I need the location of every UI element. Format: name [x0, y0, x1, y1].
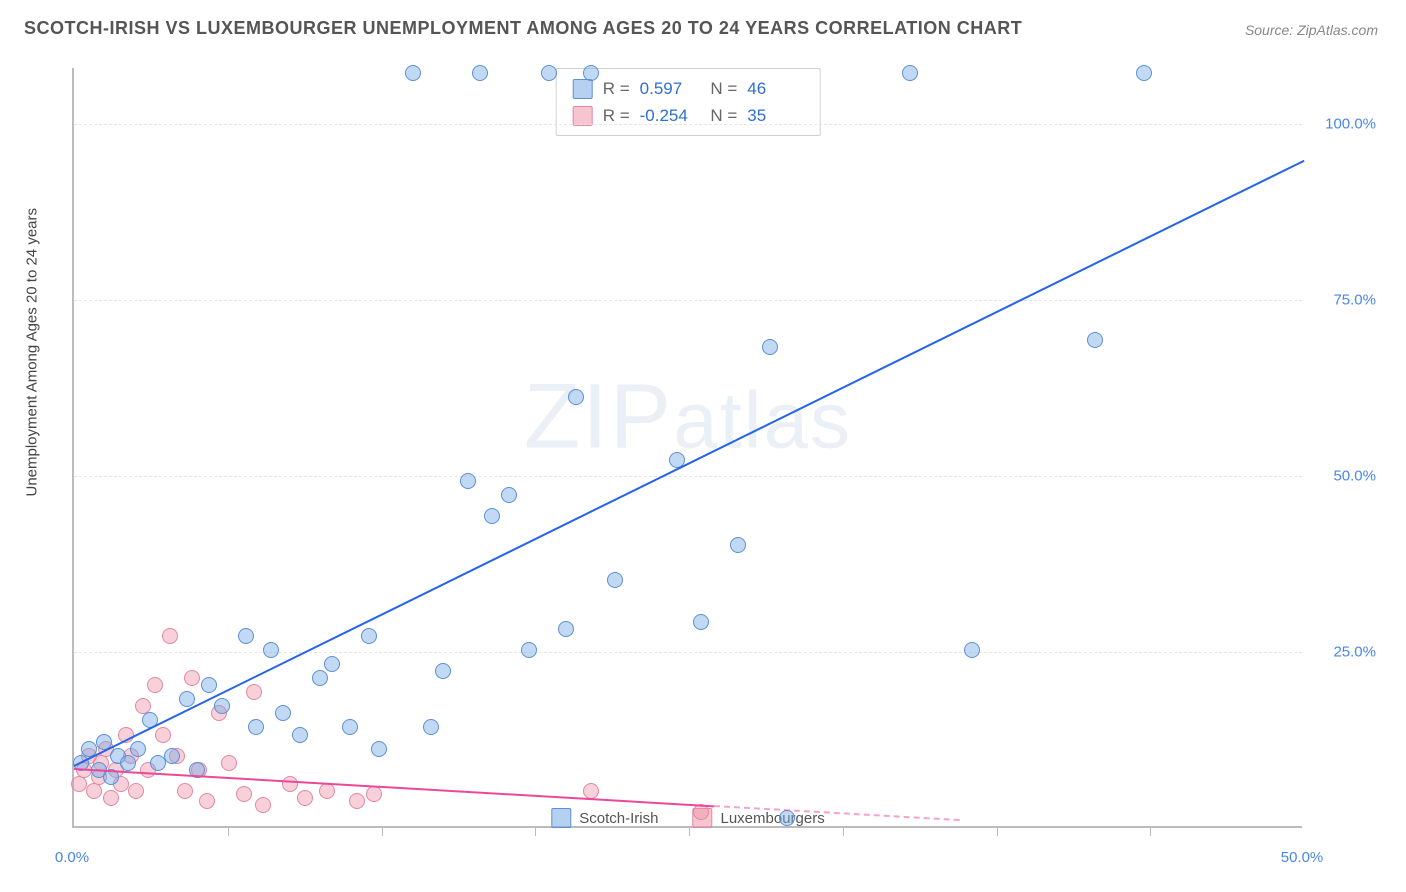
point-scotch-irish	[275, 705, 291, 721]
point-luxembourgers	[155, 727, 171, 743]
point-luxembourgers	[221, 755, 237, 771]
point-scotch-irish	[779, 810, 795, 826]
point-scotch-irish	[484, 508, 500, 524]
xtick-minor	[382, 826, 383, 836]
point-luxembourgers	[162, 628, 178, 644]
legend-label-a: Scotch-Irish	[579, 810, 658, 827]
point-luxembourgers	[236, 786, 252, 802]
point-luxembourgers	[128, 783, 144, 799]
stat-label: R =	[603, 102, 630, 129]
point-scotch-irish	[541, 65, 557, 81]
xtick-label-min: 0.0%	[55, 849, 89, 866]
point-scotch-irish	[214, 698, 230, 714]
point-luxembourgers	[255, 797, 271, 813]
point-scotch-irish	[263, 642, 279, 658]
swatch-a-icon	[551, 808, 571, 828]
point-scotch-irish	[558, 621, 574, 637]
plot-area: ZIPatlas R = 0.597 N = 46 R = -0.254 N =…	[72, 68, 1302, 828]
point-luxembourgers	[184, 670, 200, 686]
point-scotch-irish	[292, 727, 308, 743]
point-scotch-irish	[964, 642, 980, 658]
point-scotch-irish	[342, 719, 358, 735]
point-luxembourgers	[297, 790, 313, 806]
point-scotch-irish	[371, 741, 387, 757]
point-scotch-irish	[361, 628, 377, 644]
point-scotch-irish	[164, 748, 180, 764]
point-scotch-irish	[324, 656, 340, 672]
point-scotch-irish	[460, 473, 476, 489]
point-scotch-irish	[130, 741, 146, 757]
xtick-minor	[997, 826, 998, 836]
ytick-label: 25.0%	[1312, 644, 1376, 661]
gridline-h	[74, 476, 1302, 477]
ytick-label: 75.0%	[1312, 292, 1376, 309]
point-scotch-irish	[583, 65, 599, 81]
xtick-minor	[843, 826, 844, 836]
xtick-minor	[1150, 826, 1151, 836]
point-scotch-irish	[472, 65, 488, 81]
stat-n-a: 46	[747, 75, 803, 102]
gridline-h	[74, 300, 1302, 301]
y-axis-label: Unemployment Among Ages 20 to 24 years	[24, 208, 41, 497]
point-luxembourgers	[319, 783, 335, 799]
gridline-h	[74, 124, 1302, 125]
xtick-label-max: 50.0%	[1281, 849, 1324, 866]
stat-n-b: 35	[747, 102, 803, 129]
point-scotch-irish	[248, 719, 264, 735]
point-scotch-irish	[521, 642, 537, 658]
ytick-label: 100.0%	[1312, 116, 1376, 133]
stats-row-b: R = -0.254 N = 35	[573, 102, 804, 129]
chart-title: SCOTCH-IRISH VS LUXEMBOURGER UNEMPLOYMEN…	[24, 18, 1022, 39]
point-luxembourgers	[199, 793, 215, 809]
swatch-a-icon	[573, 79, 593, 99]
point-luxembourgers	[349, 793, 365, 809]
point-luxembourgers	[103, 790, 119, 806]
point-scotch-irish	[501, 487, 517, 503]
point-luxembourgers	[583, 783, 599, 799]
source-label: Source: ZipAtlas.com	[1245, 22, 1378, 38]
xtick-minor	[535, 826, 536, 836]
stats-row-a: R = 0.597 N = 46	[573, 75, 804, 102]
point-scotch-irish	[568, 389, 584, 405]
trendline-scotch-irish	[74, 160, 1305, 767]
point-luxembourgers	[147, 677, 163, 693]
point-scotch-irish	[201, 677, 217, 693]
point-luxembourgers	[71, 776, 87, 792]
gridline-h	[74, 652, 1302, 653]
legend-item-a: Scotch-Irish	[551, 808, 658, 828]
stat-label: R =	[603, 75, 630, 102]
point-luxembourgers	[366, 786, 382, 802]
point-scotch-irish	[730, 537, 746, 553]
ytick-label: 50.0%	[1312, 468, 1376, 485]
point-scotch-irish	[150, 755, 166, 771]
stat-label: N =	[706, 102, 738, 129]
point-scotch-irish	[1087, 332, 1103, 348]
point-scotch-irish	[435, 663, 451, 679]
swatch-b-icon	[573, 106, 593, 126]
chart-container: Unemployment Among Ages 20 to 24 years Z…	[42, 58, 1392, 878]
point-scotch-irish	[120, 755, 136, 771]
point-scotch-irish	[902, 65, 918, 81]
point-scotch-irish	[607, 572, 623, 588]
trendline-luxembourgers	[74, 768, 714, 807]
point-scotch-irish	[762, 339, 778, 355]
point-luxembourgers	[246, 684, 262, 700]
point-scotch-irish	[179, 691, 195, 707]
xtick-minor	[228, 826, 229, 836]
point-luxembourgers	[177, 783, 193, 799]
point-scotch-irish	[693, 614, 709, 630]
point-scotch-irish	[405, 65, 421, 81]
point-scotch-irish	[312, 670, 328, 686]
point-scotch-irish	[1136, 65, 1152, 81]
stat-label: N =	[706, 75, 738, 102]
point-luxembourgers	[86, 783, 102, 799]
stat-r-b: -0.254	[640, 102, 696, 129]
point-scotch-irish	[423, 719, 439, 735]
point-scotch-irish	[238, 628, 254, 644]
point-luxembourgers	[282, 776, 298, 792]
xtick-minor	[689, 826, 690, 836]
watermark: ZIPatlas	[524, 364, 852, 469]
stat-r-a: 0.597	[640, 75, 696, 102]
